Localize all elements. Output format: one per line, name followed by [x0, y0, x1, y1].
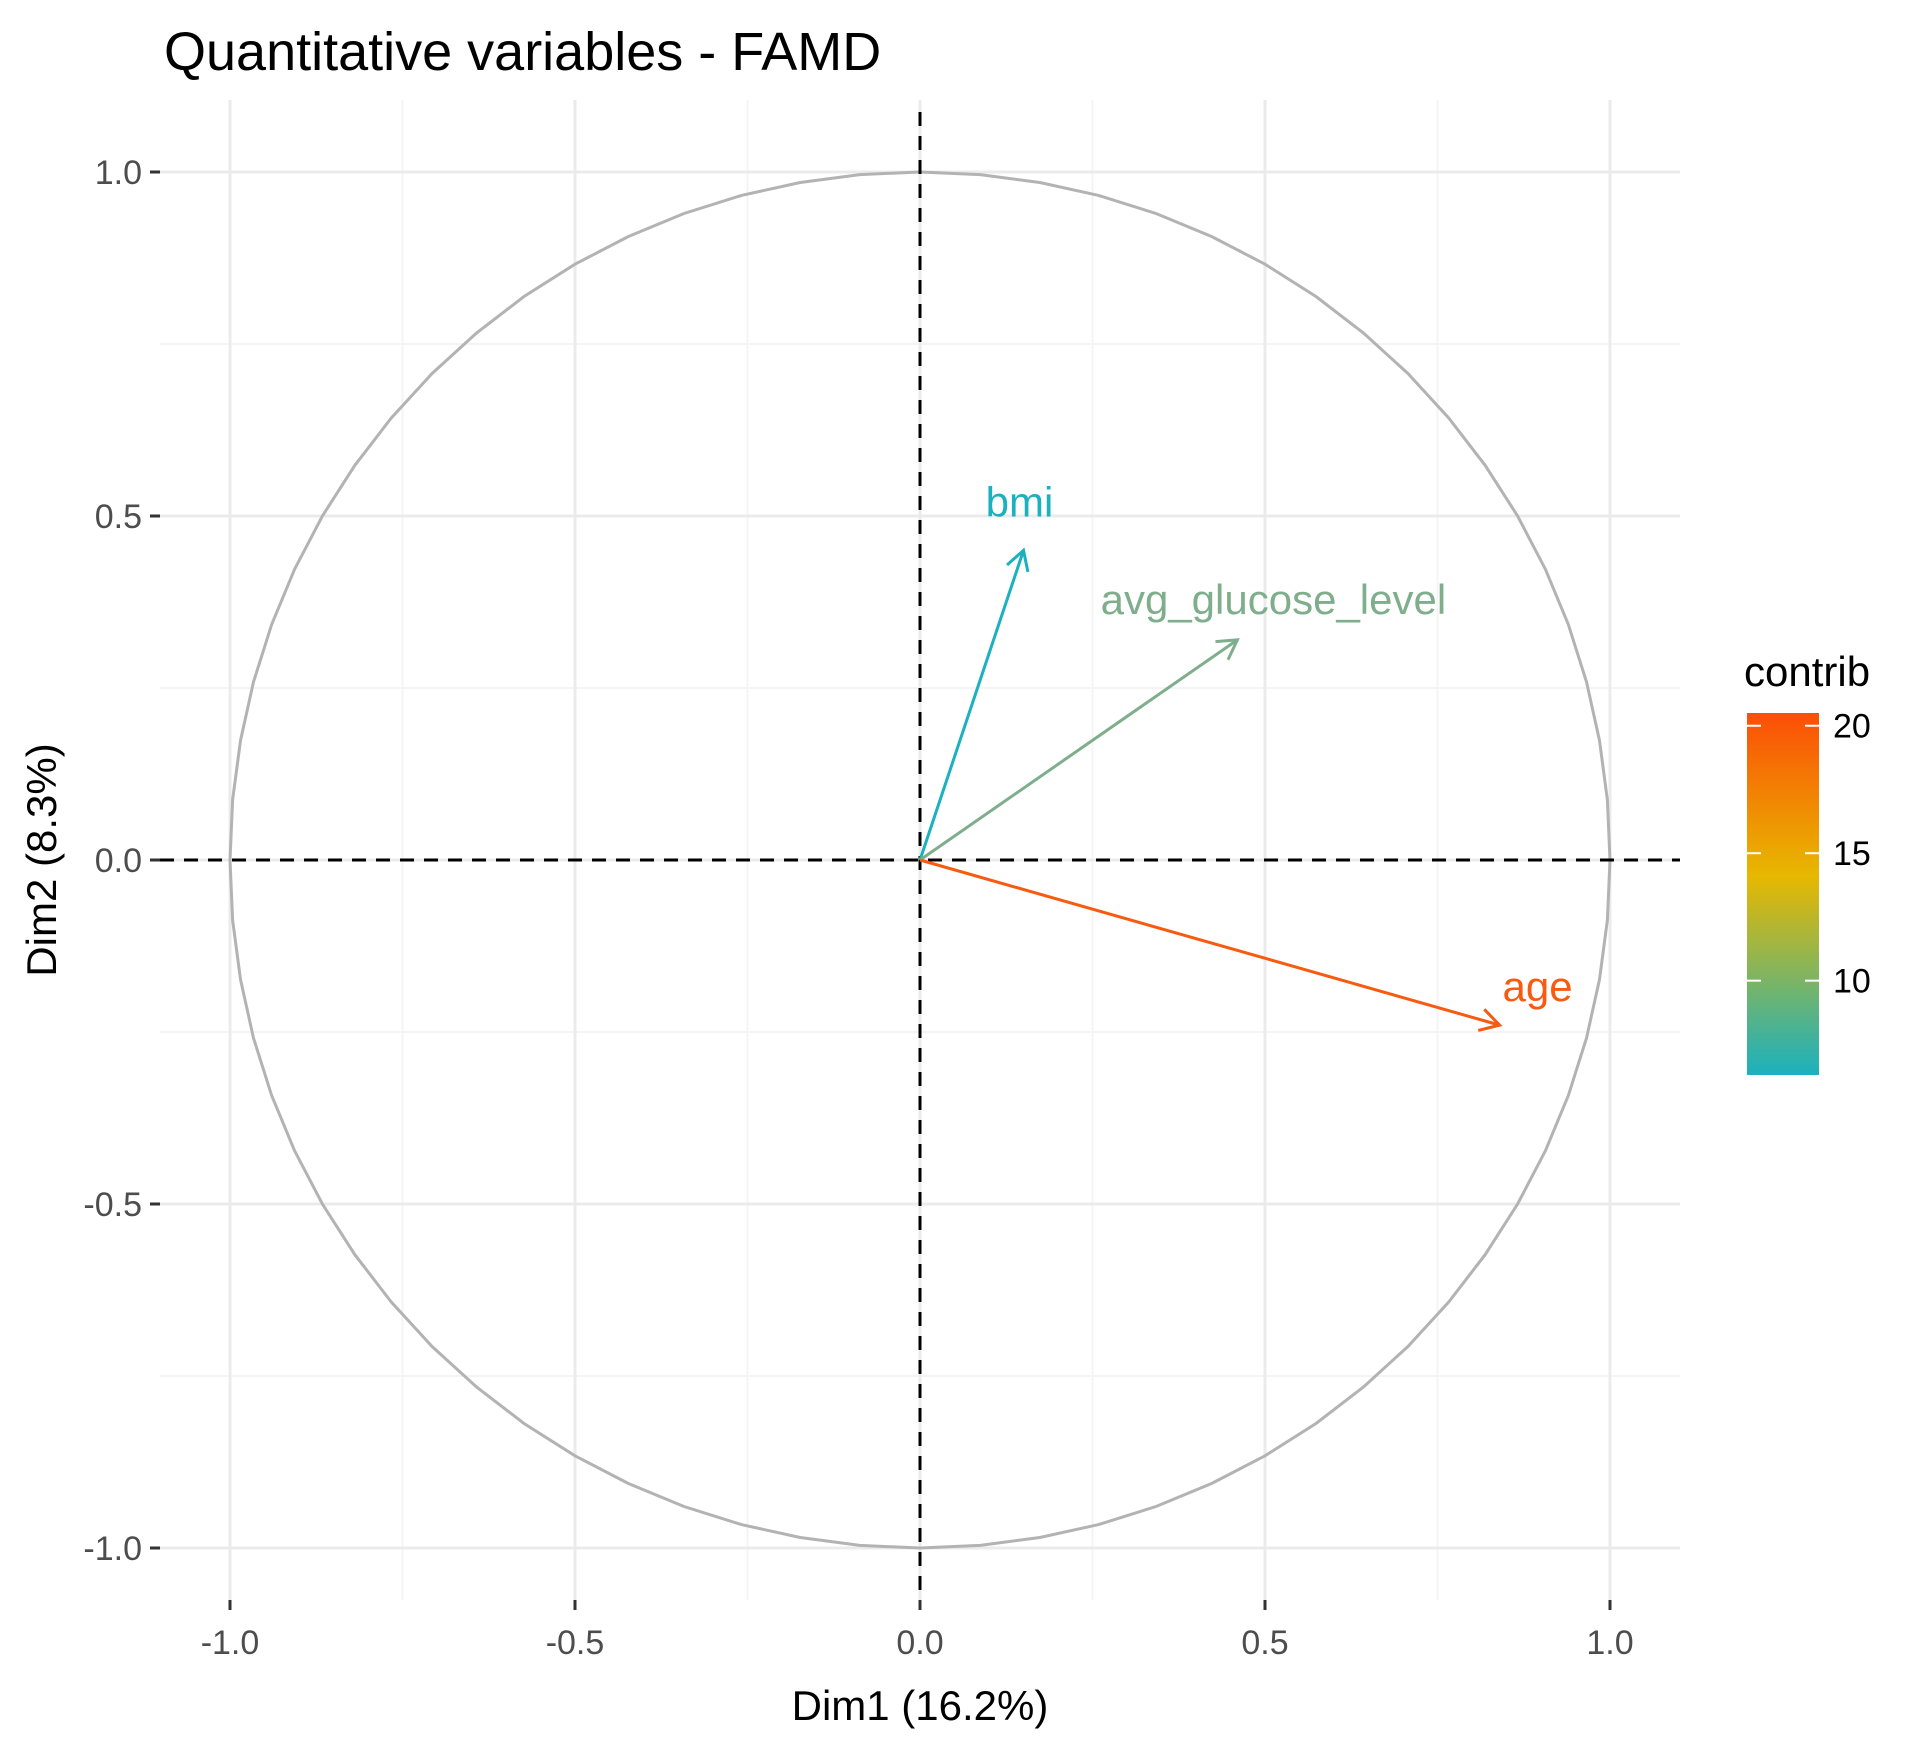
legend-tick-label: 20	[1833, 708, 1871, 746]
y-tick-label: 0.5	[95, 498, 142, 536]
x-tick-label: 0.0	[896, 1624, 943, 1662]
arrow-head-age	[1477, 1008, 1503, 1032]
y-tick-label: 0.0	[95, 842, 142, 880]
x-axis: -1.0 -0.5 0.0 0.5 1.0	[201, 1600, 1634, 1662]
x-axis-title: Dim1 (16.2%)	[792, 1682, 1049, 1729]
variable-label-age: age	[1503, 963, 1573, 1010]
y-tick-label: 1.0	[95, 154, 142, 192]
arrow-avg-glucose-level	[919, 638, 1239, 862]
arrow-head-avg-glucose-level	[1215, 638, 1240, 661]
variable-label-avg-glucose-level: avg_glucose_level	[1101, 576, 1447, 623]
x-tick-label: -0.5	[546, 1624, 605, 1662]
y-tick-label: -1.0	[83, 1530, 142, 1568]
legend-tick-label: 10	[1833, 963, 1871, 1001]
legend-color-bar	[1747, 713, 1819, 1075]
contrib-legend: contrib 10 15 20	[1744, 648, 1871, 1075]
y-axis-title: Dim2 (8.3%)	[18, 743, 65, 976]
x-tick-label: 0.5	[1241, 1624, 1288, 1662]
chart-title: Quantitative variables - FAMD	[164, 22, 881, 82]
variable-label-bmi: bmi	[986, 478, 1054, 525]
legend-title: contrib	[1744, 648, 1870, 695]
legend-ticks: 10 15 20	[1747, 708, 1871, 1001]
x-tick-label: 1.0	[1586, 1624, 1633, 1662]
y-axis: -1.0 -0.5 0.0 0.5 1.0	[83, 154, 160, 1568]
arrow-head-bmi	[1006, 547, 1030, 573]
correlation-circle	[228, 170, 1612, 1550]
arrow-age	[919, 858, 1501, 1027]
x-tick-label: -1.0	[201, 1624, 260, 1662]
y-tick-label: -0.5	[83, 1186, 142, 1224]
arrow-bmi	[918, 549, 1025, 861]
legend-tick-label: 15	[1833, 835, 1871, 873]
